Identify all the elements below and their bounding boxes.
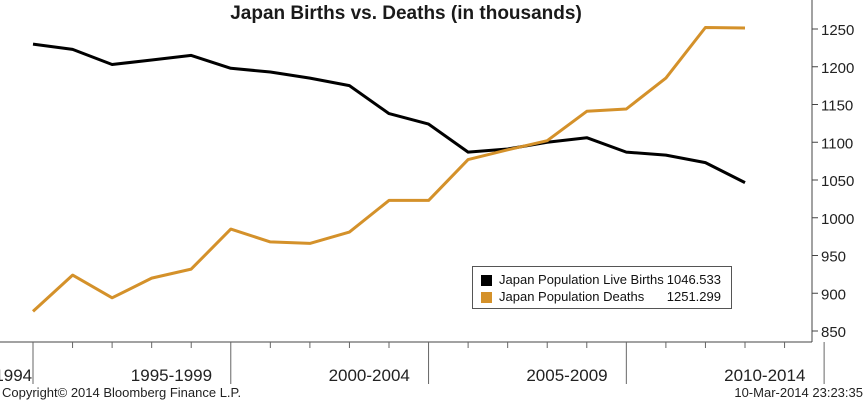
x-group-label: 1994: [0, 366, 32, 385]
legend: Japan Population Live Births 1046.533 Ja…: [472, 266, 732, 309]
y-tick-label: 1250: [821, 22, 854, 39]
y-tick-label: 850: [821, 324, 846, 341]
legend-swatch-deaths: [481, 292, 492, 303]
timestamp-text: 10-Mar-2014 23:23:35: [734, 385, 863, 400]
chart-title: Japan Births vs. Deaths (in thousands): [230, 3, 582, 24]
x-axis-labels: 1994 1995-1999 2000-2004 2005-2009 2010-2014: [0, 366, 805, 385]
x-axis-ticks: [32, 342, 825, 384]
legend-label-deaths: Japan Population Deaths: [499, 289, 645, 304]
series-line-0: [32, 42, 746, 184]
x-group-label: 2000-2004: [329, 366, 410, 385]
copyright-text: Copyright© 2014 Bloomberg Finance L.P.: [2, 385, 242, 400]
x-group-label: 1995-1999: [131, 366, 212, 385]
series-lines: [31, 26, 746, 313]
y-tick-label: 1050: [821, 173, 854, 190]
y-tick-label: 900: [821, 286, 846, 303]
x-group-label: 2010-2014: [724, 366, 805, 385]
x-group-label: 2005-2009: [526, 366, 607, 385]
y-tick-label: 1000: [821, 211, 854, 228]
y-tick-label: 1150: [821, 98, 853, 115]
y-axis-ticks: 850 900 950 1000 1050 1100 1150 1200 1250: [812, 22, 854, 341]
y-tick-label: 1100: [821, 135, 853, 152]
y-tick-label: 1200: [821, 60, 854, 77]
legend-value-deaths: 1251.299: [666, 289, 721, 304]
legend-value-births: 1046.533: [666, 272, 721, 287]
series-line-1: [31, 26, 746, 313]
legend-label-births: Japan Population Live Births: [499, 272, 664, 287]
legend-item-births: Japan Population Live Births 1046.533: [481, 272, 725, 289]
legend-item-deaths: Japan Population Deaths 1251.299: [481, 289, 725, 306]
y-tick-label: 950: [821, 249, 846, 266]
legend-swatch-births: [481, 275, 492, 286]
